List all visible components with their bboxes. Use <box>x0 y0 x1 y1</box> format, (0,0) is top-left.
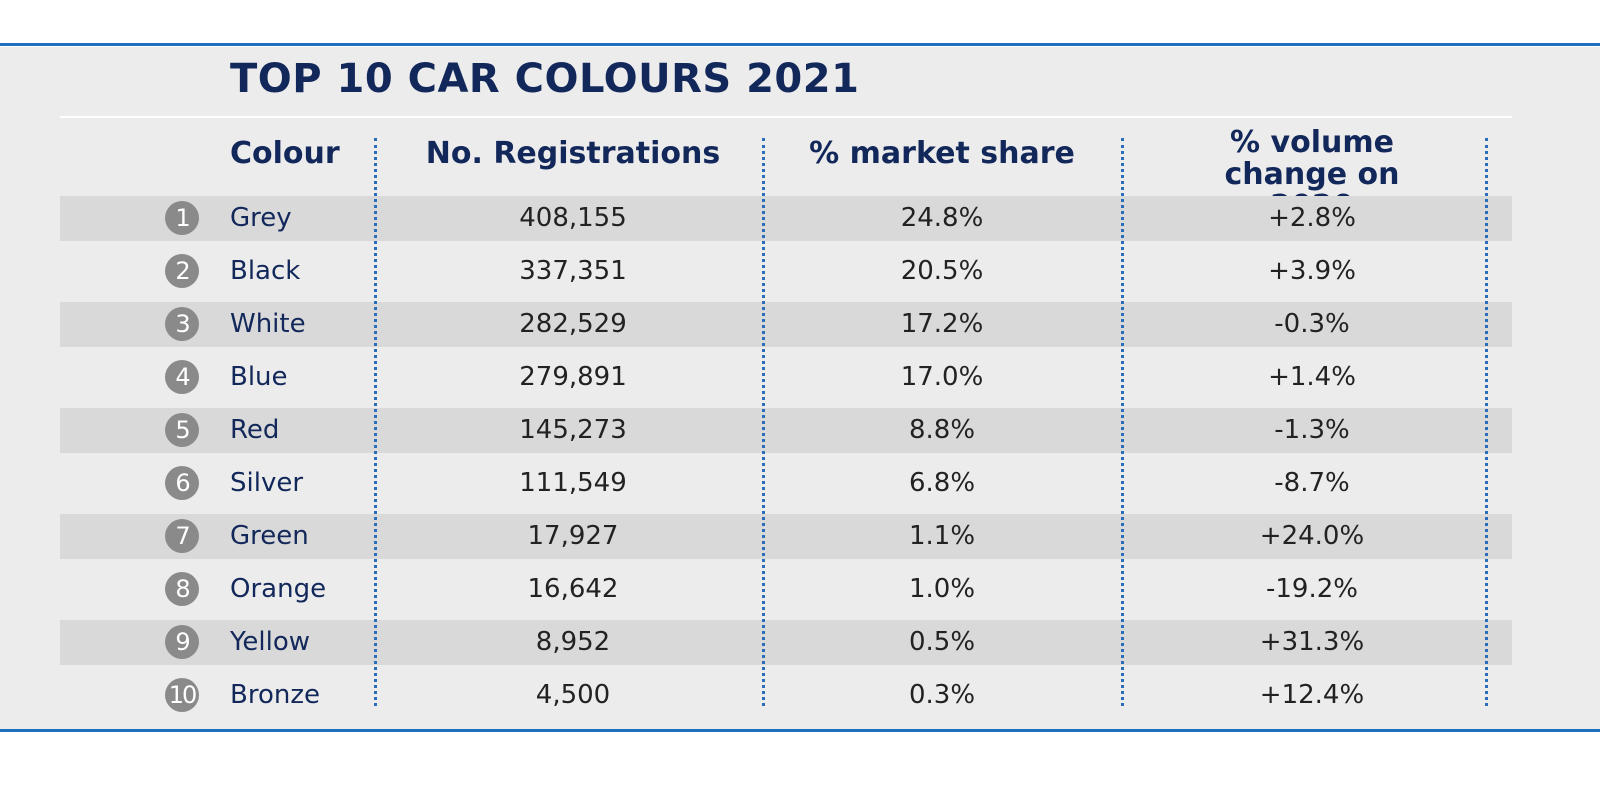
colour-name: Silver <box>230 468 304 498</box>
colour-name: Grey <box>230 203 292 233</box>
cell: 145,273 <box>519 415 627 445</box>
separator <box>60 116 1512 118</box>
cell: -8.7% <box>1274 468 1350 498</box>
cell: 0.3% <box>908 680 976 710</box>
rank-badge: 9 <box>165 625 199 659</box>
cell: 4,500 <box>535 680 611 710</box>
cell: +31.3% <box>1259 627 1365 657</box>
rank-badge: 3 <box>165 307 199 341</box>
column-divider <box>1121 138 1124 706</box>
row-band <box>60 408 1512 453</box>
header-cell: % volume change on 2020 <box>1224 125 1400 223</box>
cell: 8,952 <box>535 627 611 657</box>
header-cell: % market share <box>809 136 1075 171</box>
bottom-rule <box>0 729 1600 732</box>
row-band <box>60 302 1512 347</box>
cell: -0.3% <box>1274 309 1350 339</box>
colour-name: Bronze <box>230 680 320 710</box>
rank-badge: 8 <box>165 572 199 606</box>
header-cell: Colour <box>230 136 340 171</box>
cell: 16,642 <box>527 574 619 604</box>
cell: +3.9% <box>1268 256 1356 286</box>
cell: 17,927 <box>527 521 619 551</box>
cell: 111,549 <box>519 468 627 498</box>
cell: 17.2% <box>900 309 984 339</box>
rank-badge: 10 <box>165 678 199 712</box>
cell: 282,529 <box>519 309 627 339</box>
cell: 17.0% <box>900 362 984 392</box>
cell: 20.5% <box>900 256 984 286</box>
cell: +2.8% <box>1268 203 1356 233</box>
row-band <box>60 196 1512 241</box>
cell: 1.0% <box>908 574 976 604</box>
colour-name: Orange <box>230 574 327 604</box>
cell: +1.4% <box>1268 362 1356 392</box>
row-band <box>60 620 1512 665</box>
cell: 6.8% <box>908 468 976 498</box>
colour-name: Blue <box>230 362 288 392</box>
cell: +12.4% <box>1259 680 1365 710</box>
colour-name: White <box>230 309 306 339</box>
column-divider <box>374 138 377 706</box>
panel <box>0 47 1600 730</box>
top-rule <box>0 43 1600 46</box>
rank-badge: 6 <box>165 466 199 500</box>
cell: -19.2% <box>1266 574 1358 604</box>
colour-name: Green <box>230 521 309 551</box>
rank-badge: 4 <box>165 360 199 394</box>
rank-badge: 5 <box>165 413 199 447</box>
cell: 24.8% <box>900 203 984 233</box>
cell: 0.5% <box>908 627 976 657</box>
cell: 337,351 <box>519 256 627 286</box>
cell: 279,891 <box>519 362 627 392</box>
colour-name: Yellow <box>230 627 311 657</box>
header-cell: No. Registrations <box>425 136 721 171</box>
cell: 1.1% <box>908 521 976 551</box>
column-divider <box>1485 138 1488 706</box>
rank-badge: 7 <box>165 519 199 553</box>
cell: 8.8% <box>908 415 976 445</box>
title: TOP 10 CAR COLOURS 2021 <box>230 56 860 102</box>
cell: 408,155 <box>519 203 627 233</box>
column-divider <box>762 138 765 706</box>
cell: -1.3% <box>1274 415 1350 445</box>
colour-name: Red <box>230 415 280 445</box>
rank-badge: 2 <box>165 254 199 288</box>
rank-badge: 1 <box>165 201 199 235</box>
cell: +24.0% <box>1259 521 1365 551</box>
row-band <box>60 514 1512 559</box>
colour-name: Black <box>230 256 301 286</box>
